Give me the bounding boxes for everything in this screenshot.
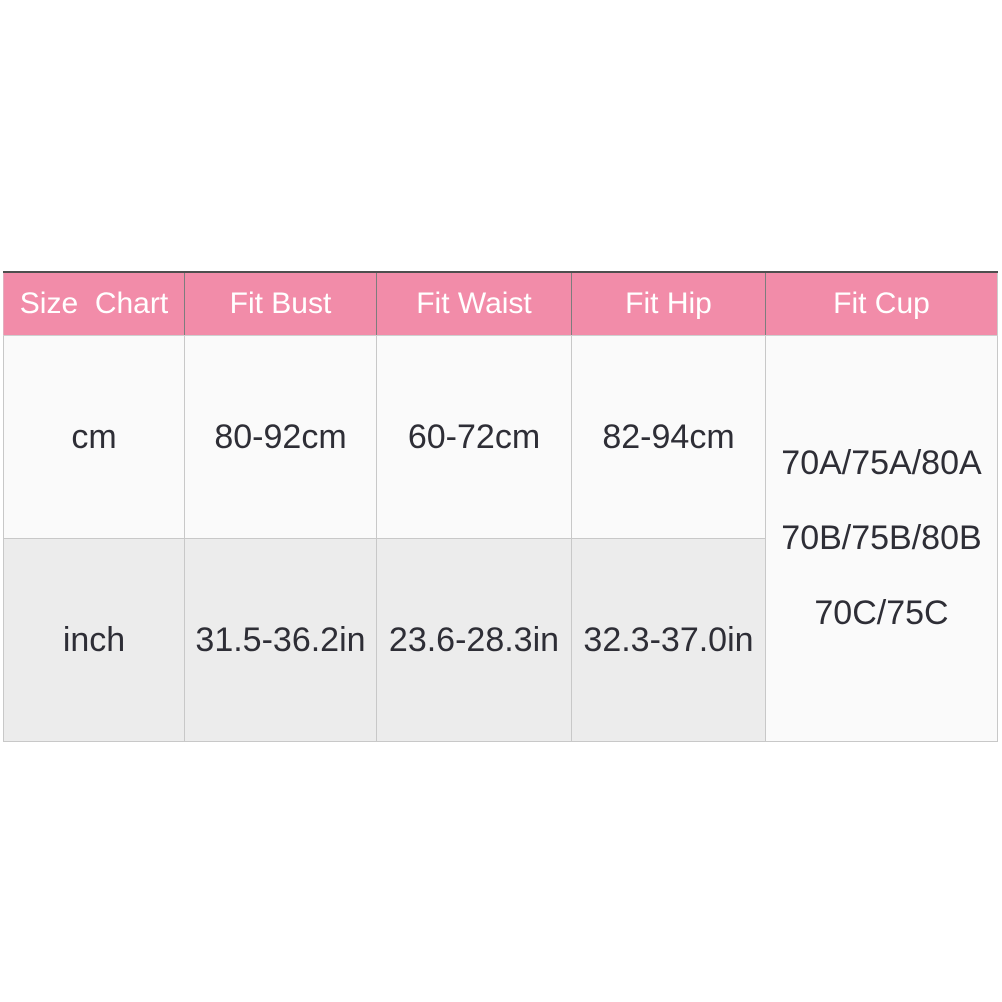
fit-cup-line-a: 70A/75A/80A — [781, 444, 982, 482]
cell-hip-inch: 32.3-37.0in — [571, 538, 766, 742]
header-fit-cup: Fit Cup — [765, 271, 998, 336]
header-fit-hip: Fit Hip — [571, 271, 766, 336]
table-row-inch: inch 31.5-36.2in 23.6-28.3in 32.3-37.0in — [3, 538, 998, 742]
table-row-cm: cm 80-92cm 60-72cm 82-94cm 70A/75A/80A 7… — [3, 335, 998, 742]
row-label-cm: cm — [3, 335, 185, 539]
header-fit-waist: Fit Waist — [376, 271, 572, 336]
fit-cup-line-b: 70B/75B/80B — [781, 519, 982, 557]
cell-hip-cm: 82-94cm — [571, 335, 766, 539]
cell-bust-inch: 31.5-36.2in — [184, 538, 377, 742]
header-row: Size Chart Fit Bust Fit Waist Fit Hip Fi… — [3, 271, 998, 336]
header-fit-bust: Fit Bust — [184, 271, 377, 336]
header-size-chart: Size Chart — [3, 271, 185, 336]
row-label-inch: inch — [3, 538, 185, 742]
cell-waist-inch: 23.6-28.3in — [376, 538, 572, 742]
size-chart-table: Size Chart Fit Bust Fit Waist Fit Hip Fi… — [3, 271, 998, 742]
cell-waist-cm: 60-72cm — [376, 335, 572, 539]
fit-cup-line-c: 70C/75C — [814, 594, 949, 632]
cell-fit-cup: 70A/75A/80A 70B/75B/80B 70C/75C — [765, 335, 998, 742]
cell-bust-cm: 80-92cm — [184, 335, 377, 539]
